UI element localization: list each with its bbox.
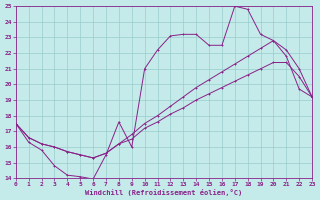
X-axis label: Windchill (Refroidissement éolien,°C): Windchill (Refroidissement éolien,°C) — [85, 189, 243, 196]
